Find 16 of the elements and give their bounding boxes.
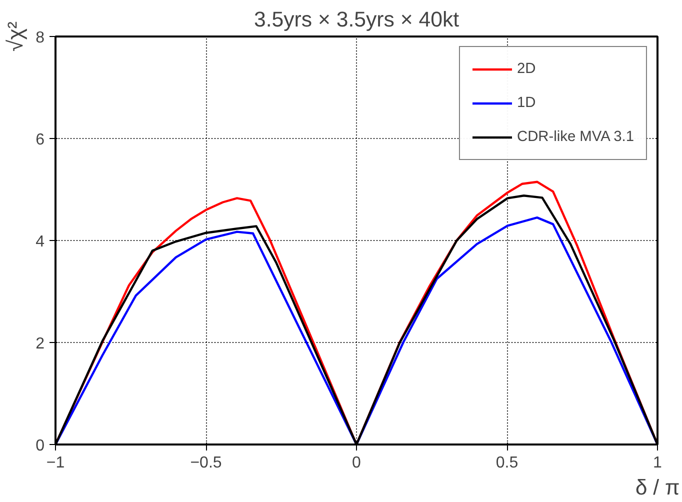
x-tick-label: 0.5 [496,454,518,472]
y-tick-label: 8 [36,30,45,46]
y-tick-label: 4 [36,234,45,250]
y-tick-label: 2 [36,336,45,352]
legend-label: 1D [516,95,537,111]
x-tick-label: 1 [653,454,662,472]
x-tick-label: −0.5 [190,454,222,472]
y-tick-label: 0 [36,438,45,454]
chart-title: 3.5yrs × 3.5yrs × 40kt [254,8,460,32]
y-axis-title: √χ² [4,21,28,52]
legend-label: CDR-like MVA 3.1 [516,129,634,145]
legend-label: 2D [516,61,537,77]
y-tick-label: 6 [36,132,45,148]
x-tick-label: −1 [46,454,65,472]
x-tick-label: 0 [352,454,362,472]
x-axis-title: δ / π [635,476,680,500]
